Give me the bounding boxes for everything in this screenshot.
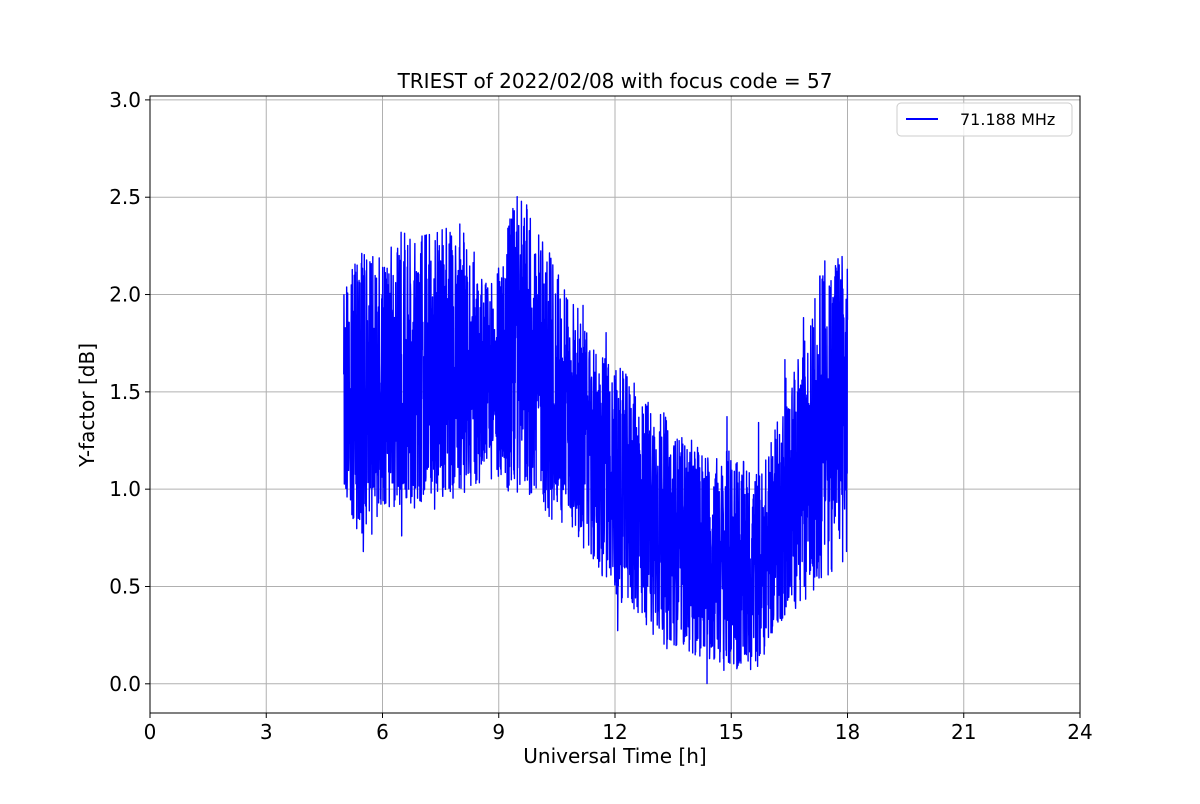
x-tick-label: 18 <box>835 720 860 744</box>
x-tick-label: 3 <box>260 720 273 744</box>
x-tick-label: 9 <box>492 720 505 744</box>
y-tick-label: 0.5 <box>109 574 141 598</box>
legend-entry-label: 71.188 MHz <box>960 110 1055 129</box>
y-tick-label: 3.0 <box>109 88 141 112</box>
series-line <box>343 195 849 685</box>
y-tick-label: 0.0 <box>109 672 141 696</box>
legend: 71.188 MHz <box>896 102 1073 137</box>
x-tick-label: 6 <box>376 720 389 744</box>
series-layer <box>343 195 849 685</box>
x-axis-label: Universal Time [h] <box>523 744 706 768</box>
y-axis-ticks: 0.0 0.5 1.0 1.5 2.0 2.5 3.0 <box>109 88 150 696</box>
x-tick-label: 15 <box>719 720 744 744</box>
y-tick-label: 2.0 <box>109 283 141 307</box>
x-tick-label: 21 <box>951 720 976 744</box>
y-tick-label: 1.5 <box>109 380 141 404</box>
x-axis-ticks: 0 3 6 9 12 15 18 21 24 <box>144 713 1093 744</box>
x-tick-label: 24 <box>1067 720 1092 744</box>
y-tick-label: 2.5 <box>109 185 141 209</box>
x-tick-label: 12 <box>602 720 627 744</box>
x-tick-label: 0 <box>144 720 157 744</box>
y-tick-label: 1.0 <box>109 477 141 501</box>
y-axis-label: Y-factor [dB] <box>75 343 99 468</box>
legend-box <box>896 102 1073 137</box>
chart-title: TRIEST of 2022/02/08 with focus code = 5… <box>397 69 833 93</box>
